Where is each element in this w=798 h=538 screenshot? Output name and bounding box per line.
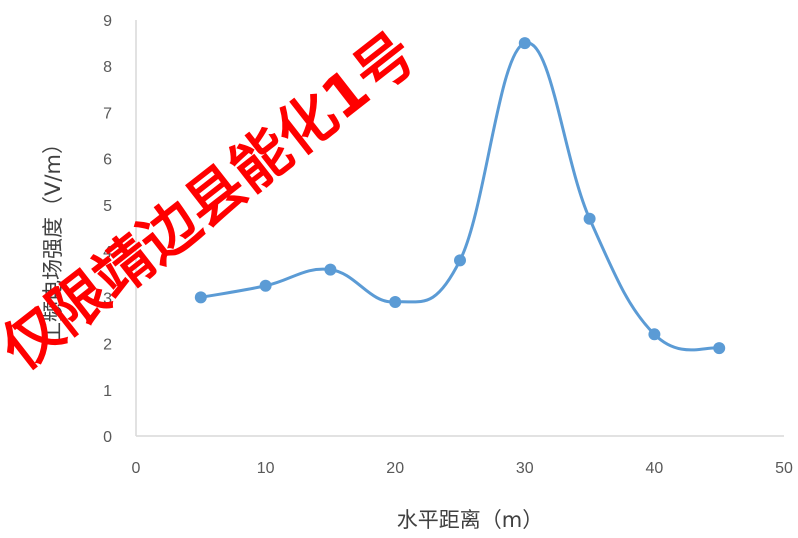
x-tick-label: 30	[516, 460, 534, 477]
series-group	[194, 37, 726, 355]
y-tick-label: 1	[103, 383, 112, 400]
y-axis-label: 工频电场强度（V/m）	[41, 133, 65, 343]
y-tick-labels: 0 1 2 3 4 5 6 7 8 9	[103, 13, 112, 446]
series-line	[200, 41, 720, 352]
x-tick-label: 0	[132, 460, 141, 477]
y-tick-label: 7	[103, 105, 112, 122]
x-tick-labels: 0 10 20 30 40 50	[132, 460, 793, 477]
data-point	[518, 37, 531, 50]
data-point	[713, 342, 726, 355]
data-point	[389, 295, 402, 308]
data-point	[648, 328, 661, 341]
data-point	[324, 263, 337, 276]
data-point	[194, 291, 207, 304]
y-axis-title: 工频电场强度（V/m）	[41, 133, 65, 343]
y-tick-label: 2	[103, 337, 112, 354]
x-tick-label: 10	[257, 460, 275, 477]
y-tick-label: 5	[103, 198, 112, 215]
data-point	[259, 279, 272, 292]
data-point	[583, 212, 596, 225]
y-tick-label: 6	[103, 152, 112, 169]
y-tick-label: 9	[103, 13, 112, 30]
y-tick-label: 3	[103, 290, 112, 307]
y-tick-label: 8	[103, 59, 112, 76]
x-tick-label: 20	[386, 460, 404, 477]
data-point	[454, 254, 466, 267]
x-tick-label: 50	[775, 460, 793, 477]
x-tick-label: 40	[646, 460, 664, 477]
x-axis-label: 水平距离（m）	[397, 508, 543, 532]
y-tick-label: 0	[103, 429, 112, 446]
y-tick-label: 4	[103, 244, 112, 261]
